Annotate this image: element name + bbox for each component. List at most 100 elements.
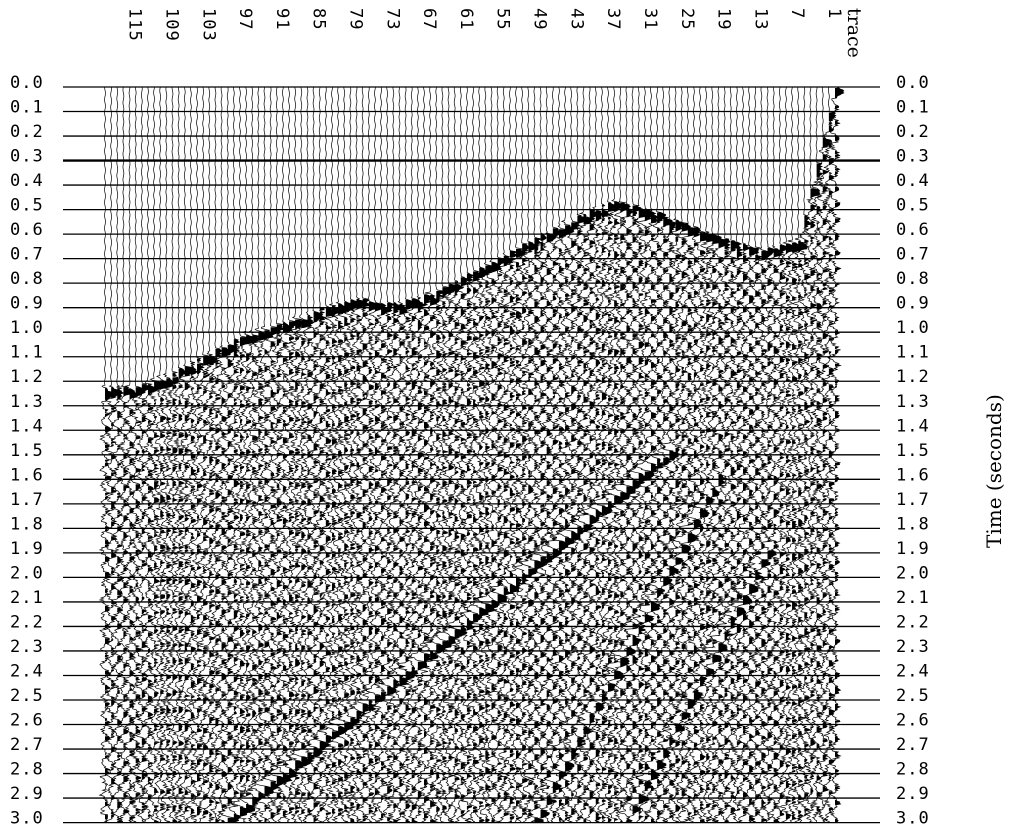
trace-tick-label: 1	[824, 8, 844, 19]
trace-tick-label: 7	[787, 8, 807, 19]
time-tick-label: 1.7	[896, 490, 930, 510]
time-tick-label: 3.0	[896, 809, 930, 829]
trace-tick-label: 13	[750, 8, 770, 30]
trace-fill	[362, 298, 371, 822]
time-tick-label: 0.8	[10, 269, 44, 289]
time-tick-labels-right: 0.0 0.1 0.2 0.3 0.4 0.5 0.6 0.7 0.8 0.9 1.0 1.1 1.2 1…	[896, 73, 930, 829]
time-tick-label: 2.8	[10, 760, 44, 780]
trace-tick-label: 115	[125, 8, 145, 42]
trace-fill	[491, 262, 501, 823]
trace-fill	[411, 298, 421, 823]
time-tick-label: 0.4	[896, 171, 930, 191]
trace-tick-label: 85	[309, 8, 329, 30]
trace-fill	[816, 163, 823, 815]
time-tick-label: 1.8	[10, 514, 44, 534]
trace-tick-label: 49	[530, 8, 550, 30]
trace-fill	[565, 225, 574, 821]
time-tick-label: 1.6	[896, 465, 930, 485]
trace-fill	[620, 202, 630, 823]
time-tick-label: 2.4	[10, 661, 44, 681]
trace-fill	[798, 240, 808, 821]
time-tick-label: 0.9	[896, 294, 930, 314]
trace-axis-label: trace	[843, 8, 865, 58]
trace-fill	[270, 327, 280, 819]
trace-tick-label: 43	[566, 8, 586, 30]
trace-fill	[632, 205, 642, 823]
time-tick-label: 2.2	[896, 612, 930, 632]
time-tick-label: 0.0	[10, 73, 44, 93]
time-tick-label: 0.3	[896, 147, 930, 167]
trace-fill	[178, 368, 188, 823]
time-gridlines	[63, 86, 880, 824]
trace-fill	[454, 281, 464, 813]
trace-fill	[123, 387, 133, 814]
time-tick-label: 1.0	[10, 318, 44, 338]
trace-tick-label: 103	[198, 8, 218, 42]
time-tick-label: 2.6	[10, 711, 44, 731]
time-tick-label: 1.4	[896, 416, 930, 436]
trace-fill	[614, 201, 623, 821]
trace-fill	[423, 294, 433, 821]
trace-fill	[344, 301, 354, 823]
time-tick-label: 1.2	[896, 367, 930, 387]
time-tick-label: 0.1	[896, 98, 930, 118]
trace-fill	[203, 355, 212, 818]
trace-tick-label: 25	[677, 8, 697, 30]
trace-fill	[197, 358, 204, 816]
trace-tick-label: 79	[346, 8, 366, 30]
time-tick-labels-left: 0.0 0.1 0.2 0.3 0.4 0.5 0.6 0.7 0.8 0.9 1.0 1.1 1.2 1…	[10, 73, 44, 829]
time-tick-label: 2.8	[896, 760, 930, 780]
time-tick-label: 2.1	[896, 588, 930, 608]
trace-fill	[595, 210, 605, 823]
trace-fill	[700, 232, 709, 823]
trace-fill	[239, 337, 249, 817]
trace-fill	[430, 294, 439, 823]
time-tick-label: 1.8	[896, 514, 930, 534]
trace-fill	[105, 388, 113, 822]
trace-fill	[706, 232, 716, 822]
time-tick-label: 2.6	[896, 711, 930, 731]
time-tick-label: 1.3	[10, 392, 44, 412]
trace-tick-label: 19	[714, 8, 734, 30]
time-tick-label: 0.2	[10, 122, 44, 142]
time-tick-label: 1.1	[10, 343, 44, 363]
time-tick-label: 1.9	[896, 539, 930, 559]
time-tick-label: 2.0	[896, 563, 930, 583]
time-tick-label: 1.0	[896, 318, 930, 338]
trace-fill	[368, 301, 378, 823]
time-tick-label: 1.6	[10, 465, 44, 485]
time-tick-label: 1.9	[10, 539, 44, 559]
time-axis-label: Time (seconds)	[982, 394, 1006, 548]
trace-fill	[227, 344, 237, 823]
trace-fill	[675, 220, 685, 823]
trace-fill	[669, 222, 679, 818]
trace-fill	[626, 205, 636, 823]
time-tick-label: 0.6	[896, 220, 930, 240]
trace-fill	[221, 347, 231, 823]
trace-fill	[693, 227, 703, 816]
trace-tick-label: 31	[640, 8, 660, 30]
time-tick-label: 0.7	[896, 245, 930, 265]
trace-fill	[141, 384, 151, 823]
trace-tick-labels: 115 109 103 97 91 85 79 73 67 61 55 49 43 37 31 25 19 13 7…	[125, 8, 844, 42]
trace-fill	[503, 255, 513, 816]
trace-tick-label: 67	[419, 8, 439, 30]
time-tick-label: 2.9	[10, 784, 44, 804]
trace-tick-label: 97	[235, 8, 255, 30]
time-tick-label: 0.9	[10, 294, 44, 314]
trace-fill	[135, 387, 145, 814]
trace-fill	[601, 204, 611, 822]
time-tick-label: 0.4	[10, 171, 44, 191]
trace-fill	[233, 339, 241, 823]
trace-tick-label: 73	[382, 8, 402, 30]
time-tick-label: 0.3	[10, 147, 44, 167]
time-tick-label: 2.3	[10, 637, 44, 657]
trace-tick-label: 61	[456, 8, 476, 30]
trace-fill	[393, 302, 402, 823]
time-tick-label: 2.5	[10, 686, 44, 706]
time-tick-label: 0.8	[896, 269, 930, 289]
trace-fill	[828, 112, 836, 813]
time-tick-label: 1.5	[896, 441, 930, 461]
trace-fill	[374, 302, 384, 823]
trace-fill	[810, 189, 820, 823]
